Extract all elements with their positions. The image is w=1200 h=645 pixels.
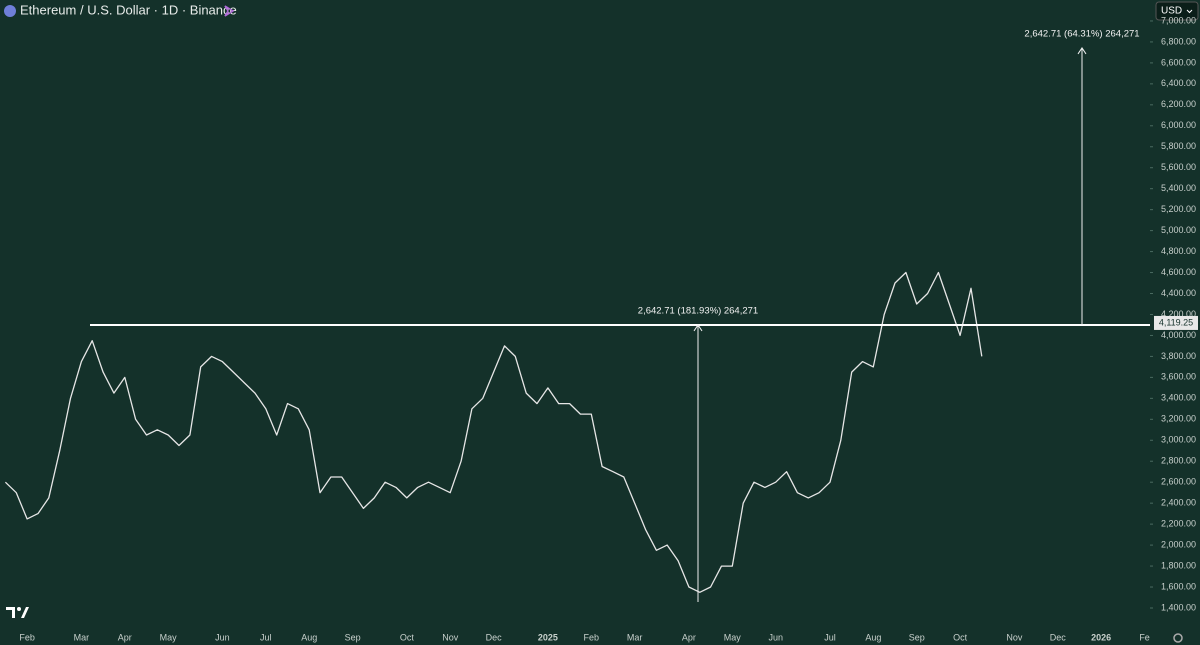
arrow-head [693,324,703,332]
settings-icon[interactable] [1173,633,1183,643]
x-tick-label: Jun [768,632,783,642]
y-tick-label: 1,400.00 [1161,602,1196,612]
y-tick-label: 5,000.00 [1161,225,1196,235]
measure-label: 2,642.71 (64.31%) 264,271 [1024,28,1139,39]
symbol-icon [4,5,16,17]
y-tick-label: 2,800.00 [1161,456,1196,466]
exchange-icon [224,5,235,17]
y-tick-label: 5,600.00 [1161,162,1196,172]
y-tick-label: 6,800.00 [1161,36,1196,46]
x-tick-label: Dec [1050,632,1067,642]
y-tick-label: 4,400.00 [1161,288,1196,298]
y-tick-label: 2,200.00 [1161,519,1196,529]
x-tick-label: Mar [74,632,90,642]
x-tick-label: Sep [909,632,925,642]
x-tick-label: May [160,632,178,642]
y-tick-label: 3,600.00 [1161,372,1196,382]
x-tick-label: Jul [824,632,836,642]
y-tick-label: 6,600.00 [1161,57,1196,67]
currency-label: USD [1161,6,1182,17]
y-tick-label: 4,800.00 [1161,246,1196,256]
y-tick-label: 5,200.00 [1161,204,1196,214]
logo-part [17,607,21,611]
x-tick-label: Apr [682,632,696,642]
arrow-head [1077,47,1087,55]
x-tick-label: Aug [865,632,881,642]
y-tick-label: 4,200.00 [1161,309,1196,319]
x-tick-label: Nov [1006,632,1023,642]
last-price-box [1154,315,1198,330]
y-tick-label: 5,400.00 [1161,183,1196,193]
y-tick-label: 6,000.00 [1161,120,1196,130]
y-tick-label: 7,000.00 [1161,15,1196,25]
tv-logo [6,607,29,618]
y-tick-label: 2,000.00 [1161,539,1196,549]
y-tick-label: 3,800.00 [1161,351,1196,361]
y-tick-label: 3,400.00 [1161,393,1196,403]
x-tick-label: Oct [400,632,415,642]
x-tick-label: Jun [215,632,230,642]
y-tick-label: 1,600.00 [1161,581,1196,591]
logo-part [21,607,29,618]
y-tick-label: 2,600.00 [1161,477,1196,487]
x-tick-label: Nov [442,632,459,642]
x-tick-label: May [724,632,742,642]
x-tick-label: Oct [953,632,968,642]
y-tick-label: 5,800.00 [1161,141,1196,151]
x-tick-label: Aug [301,632,317,642]
measure-label: 2,642.71 (181.93%) 264,271 [638,305,758,316]
x-tick-label: Dec [486,632,503,642]
price-line [4,271,983,593]
y-tick-label: 4,000.00 [1161,330,1196,340]
x-tick-label: Jul [260,632,272,642]
y-tick-label: 2,400.00 [1161,498,1196,508]
currency-button[interactable] [1155,1,1199,21]
x-tick-label: 2026 [1091,632,1111,642]
y-tick-label: 3,200.00 [1161,414,1196,424]
x-tick-label: 2025 [538,632,558,642]
y-tick-label: 3,000.00 [1161,435,1196,445]
y-tick-label: 6,200.00 [1161,99,1196,109]
symbol-title: Ethereum / U.S. Dollar · 1D · Binance [20,2,237,17]
x-tick-label: Feb [584,632,600,642]
x-tick-label: Apr [118,632,132,642]
last-price-label: 4,119.25 [1159,317,1193,327]
y-tick-label: 6,400.00 [1161,78,1196,88]
y-tick-label: 1,800.00 [1161,560,1196,570]
currency-caret [1186,9,1193,14]
y-tick-label: 4,600.00 [1161,267,1196,277]
logo-part [6,607,15,618]
x-tick-label: Feb [19,632,35,642]
x-tick-label: Sep [345,632,361,642]
x-tick-label: Fe [1139,632,1150,642]
x-tick-label: Mar [627,632,643,642]
